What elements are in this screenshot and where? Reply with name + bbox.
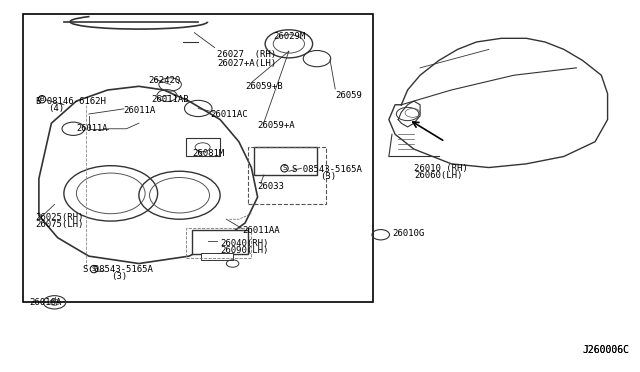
FancyBboxPatch shape [192,230,248,254]
Text: 26010G: 26010G [392,230,424,238]
Text: B 08146-6162H: B 08146-6162H [36,97,106,106]
Text: J260006C: J260006C [582,345,630,355]
Text: S 08543-5165A: S 08543-5165A [292,165,362,174]
Text: B: B [40,96,44,102]
Text: (3): (3) [111,272,127,281]
Text: 26242Q: 26242Q [148,76,180,85]
Text: 26059: 26059 [336,91,363,100]
FancyBboxPatch shape [255,147,317,175]
Text: 26011AB: 26011AB [152,95,189,104]
Text: 26081M: 26081M [192,149,224,158]
FancyBboxPatch shape [186,138,220,157]
Text: (4): (4) [48,104,65,113]
Text: 26011A: 26011A [124,106,156,115]
Text: 26011A: 26011A [76,124,108,132]
Text: 26016A: 26016A [29,298,62,307]
Text: 26040(RH): 26040(RH) [220,239,269,248]
Text: 26090(LH): 26090(LH) [220,246,269,255]
Text: 26027+A(LH): 26027+A(LH) [217,58,276,68]
Text: 26075(LH): 26075(LH) [36,220,84,229]
Text: (3): (3) [320,172,336,181]
Text: 26060(LH): 26060(LH) [414,171,462,180]
Text: 26059+B: 26059+B [245,82,283,91]
Text: S: S [92,266,96,272]
Text: 26011AA: 26011AA [242,226,280,235]
Text: S: S [282,165,287,171]
Text: 26029M: 26029M [273,32,305,41]
FancyBboxPatch shape [202,253,232,260]
Text: 26011AC: 26011AC [211,109,248,119]
Text: 26033: 26033 [258,182,285,191]
Text: 26025(RH): 26025(RH) [36,213,84,222]
Text: 26059+A: 26059+A [258,121,295,129]
FancyBboxPatch shape [23,14,373,302]
Text: J260006C: J260006C [582,345,630,355]
Text: 26010 (RH): 26010 (RH) [414,164,468,173]
Text: S 08543-5165A: S 08543-5165A [83,264,152,273]
Text: 26027  (RH): 26027 (RH) [217,51,276,60]
